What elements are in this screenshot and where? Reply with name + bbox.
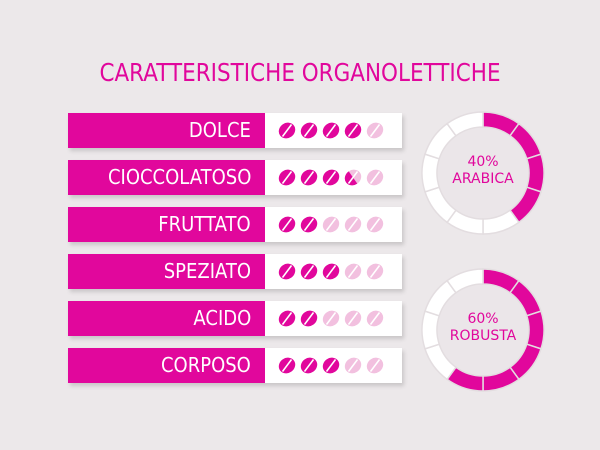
coffee-bean-icon [278, 263, 296, 280]
characteristic-row: SPEZIATO [68, 254, 402, 289]
characteristic-row: DOLCE [68, 113, 402, 148]
coffee-bean-icon [366, 357, 384, 374]
characteristic-label-text: ACIDO [193, 306, 251, 330]
donut-robusta: 60% ROBUSTA [418, 265, 548, 395]
donut-percent: 60% [467, 311, 499, 327]
coffee-bean-icon [322, 216, 340, 233]
rating-beans [265, 301, 402, 336]
coffee-bean-icon [344, 169, 362, 186]
coffee-bean-icon [278, 122, 296, 139]
characteristic-label: SPEZIATO [68, 254, 265, 289]
donut-center [438, 128, 528, 218]
coffee-bean-icon [300, 310, 318, 327]
coffee-bean-icon [366, 216, 384, 233]
donut-segment-empty [446, 268, 484, 294]
coffee-bean-icon [344, 263, 362, 280]
coffee-bean-icon [300, 216, 318, 233]
rating-beans [265, 254, 402, 289]
coffee-bean-icon [322, 357, 340, 374]
coffee-bean-icon [344, 122, 362, 139]
coffee-bean-icon [366, 263, 384, 280]
characteristic-label-text: FRUTTATO [158, 212, 251, 236]
coffee-bean-icon [300, 122, 318, 139]
coffee-bean-icon [366, 122, 384, 139]
characteristic-row: FRUTTATO [68, 207, 402, 242]
coffee-bean-icon [344, 216, 362, 233]
coffee-bean-icon [278, 216, 296, 233]
donut-percent: 40% [467, 154, 499, 170]
coffee-bean-icon [322, 310, 340, 327]
characteristic-label: DOLCE [68, 113, 265, 148]
donut-arabica: 40% ARABICA [418, 108, 548, 238]
coffee-bean-icon [322, 263, 340, 280]
rating-beans [265, 160, 402, 195]
coffee-bean-icon [278, 310, 296, 327]
donut-ring [421, 111, 545, 235]
coffee-bean-icon [278, 357, 296, 374]
characteristic-label: CORPOSO [68, 348, 265, 383]
coffee-bean-icon [300, 357, 318, 374]
characteristic-row: CORPOSO [68, 348, 402, 383]
characteristic-label-text: DOLCE [188, 118, 251, 142]
rating-beans [265, 207, 402, 242]
coffee-bean-icon [300, 263, 318, 280]
coffee-bean-icon [322, 122, 340, 139]
coffee-bean-icon [344, 357, 362, 374]
donut-label: ROBUSTA [449, 328, 517, 344]
coffee-bean-icon [278, 169, 296, 186]
characteristic-label-text: CORPOSO [161, 353, 251, 377]
coffee-bean-icon [366, 169, 384, 186]
donut-ring [421, 268, 545, 392]
donut-segment-empty [446, 111, 484, 137]
rating-beans [265, 113, 402, 148]
characteristic-label: ACIDO [68, 301, 265, 336]
coffee-bean-icon [344, 310, 362, 327]
characteristic-row: ACIDO [68, 301, 402, 336]
characteristic-row: CIOCCOLATOSO [68, 160, 402, 195]
coffee-bean-icon [366, 310, 384, 327]
characteristic-label-text: CIOCCOLATOSO [107, 165, 251, 189]
page-title: CARATTERISTICHE ORGANOLETTICHE [99, 58, 501, 87]
characteristic-label-text: SPEZIATO [163, 259, 251, 283]
coffee-bean-icon [300, 169, 318, 186]
donut-label: ARABICA [452, 171, 514, 187]
characteristic-label: FRUTTATO [68, 207, 265, 242]
coffee-bean-icon [322, 169, 340, 186]
donut-center [438, 285, 528, 375]
rating-beans [265, 348, 402, 383]
characteristic-label: CIOCCOLATOSO [68, 160, 265, 195]
